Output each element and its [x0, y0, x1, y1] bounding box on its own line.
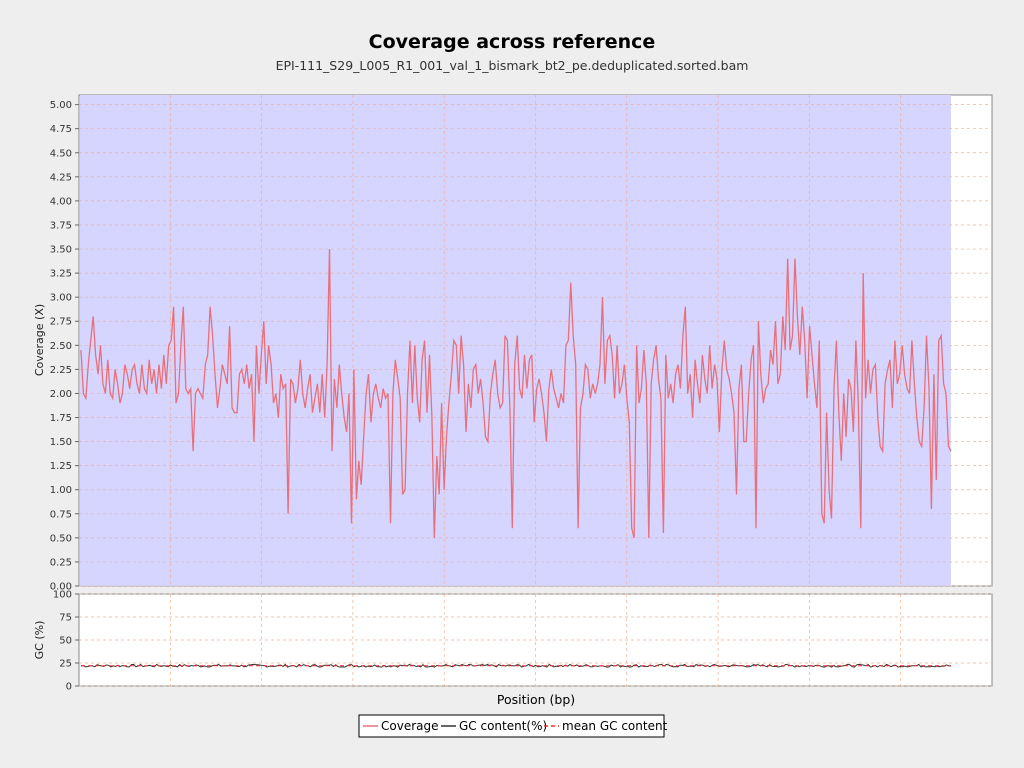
coverage-y-axis-label: Coverage (X)	[33, 304, 46, 376]
coverage-band-fill	[80, 95, 951, 586]
coverage-y-tick-label: 2.25	[50, 365, 72, 376]
chart-title: Coverage across reference	[369, 31, 656, 53]
legend-coverage-label: Coverage	[381, 719, 439, 733]
coverage-y-tick-label: 2.50	[50, 341, 72, 352]
coverage-y-tick-label: 4.50	[50, 148, 72, 159]
coverage-y-tick-label: 2.75	[50, 317, 72, 328]
coverage-y-tick-label: 2.00	[50, 389, 72, 400]
gc-y-tick-label: 0	[66, 682, 72, 693]
coverage-y-ticks: 0.00 0.25 0.50 0.75 1.00 1.25 1.50 1.75 2.00 2.25…	[50, 100, 79, 593]
coverage-y-tick-label: 0.00	[50, 582, 72, 593]
coverage-y-tick-label: 5.00	[50, 100, 72, 111]
x-axis-label: Position (bp)	[497, 692, 575, 707]
coverage-band	[80, 95, 951, 586]
gc-y-tick-label: 75	[59, 613, 72, 624]
coverage-y-tick-label: 1.00	[50, 485, 72, 496]
coverage-y-tick-label: 3.25	[50, 269, 72, 280]
coverage-y-tick-label: 3.75	[50, 220, 72, 231]
chart-subtitle: EPI-111_S29_L005_R1_001_val_1_bismark_bt…	[276, 58, 749, 73]
gc-panel: 0 25 50 75 100 GC (%)	[33, 590, 993, 693]
coverage-y-tick-label: 0.75	[50, 509, 72, 520]
coverage-y-tick-label: 3.50	[50, 245, 72, 256]
legend-box	[358, 714, 665, 738]
coverage-y-tick-label: 4.00	[50, 196, 72, 207]
coverage-panel: 0.00 0.25 0.50 0.75 1.00 1.25 1.50 1.75 2.00 2.25…	[33, 94, 993, 593]
gc-gridlines	[79, 593, 992, 687]
coverage-y-tick-label: 3.00	[50, 293, 72, 304]
coverage-y-tick-label: 1.25	[50, 461, 72, 472]
gc-y-ticks: 0 25 50 75 100	[53, 590, 79, 693]
coverage-y-tick-label: 0.50	[50, 533, 72, 544]
legend: Coverage GC content(%) mean GC content	[358, 714, 668, 738]
gc-y-tick-label: 25	[59, 659, 72, 670]
legend-gc-label: GC content(%)	[459, 719, 547, 733]
legend-mean-gc-label: mean GC content	[562, 719, 668, 733]
gc-y-tick-label: 100	[53, 590, 72, 601]
coverage-y-tick-label: 0.25	[50, 557, 72, 568]
coverage-y-tick-label: 1.75	[50, 413, 72, 424]
gc-y-tick-label: 50	[59, 636, 72, 647]
gc-y-axis-label: GC (%)	[33, 621, 46, 660]
coverage-gridlines	[79, 95, 992, 587]
coverage-y-tick-label: 4.25	[50, 172, 72, 183]
coverage-series-line	[80, 248, 952, 539]
coverage-y-tick-label: 4.75	[50, 124, 72, 135]
coverage-y-tick-label: 1.50	[50, 437, 72, 448]
